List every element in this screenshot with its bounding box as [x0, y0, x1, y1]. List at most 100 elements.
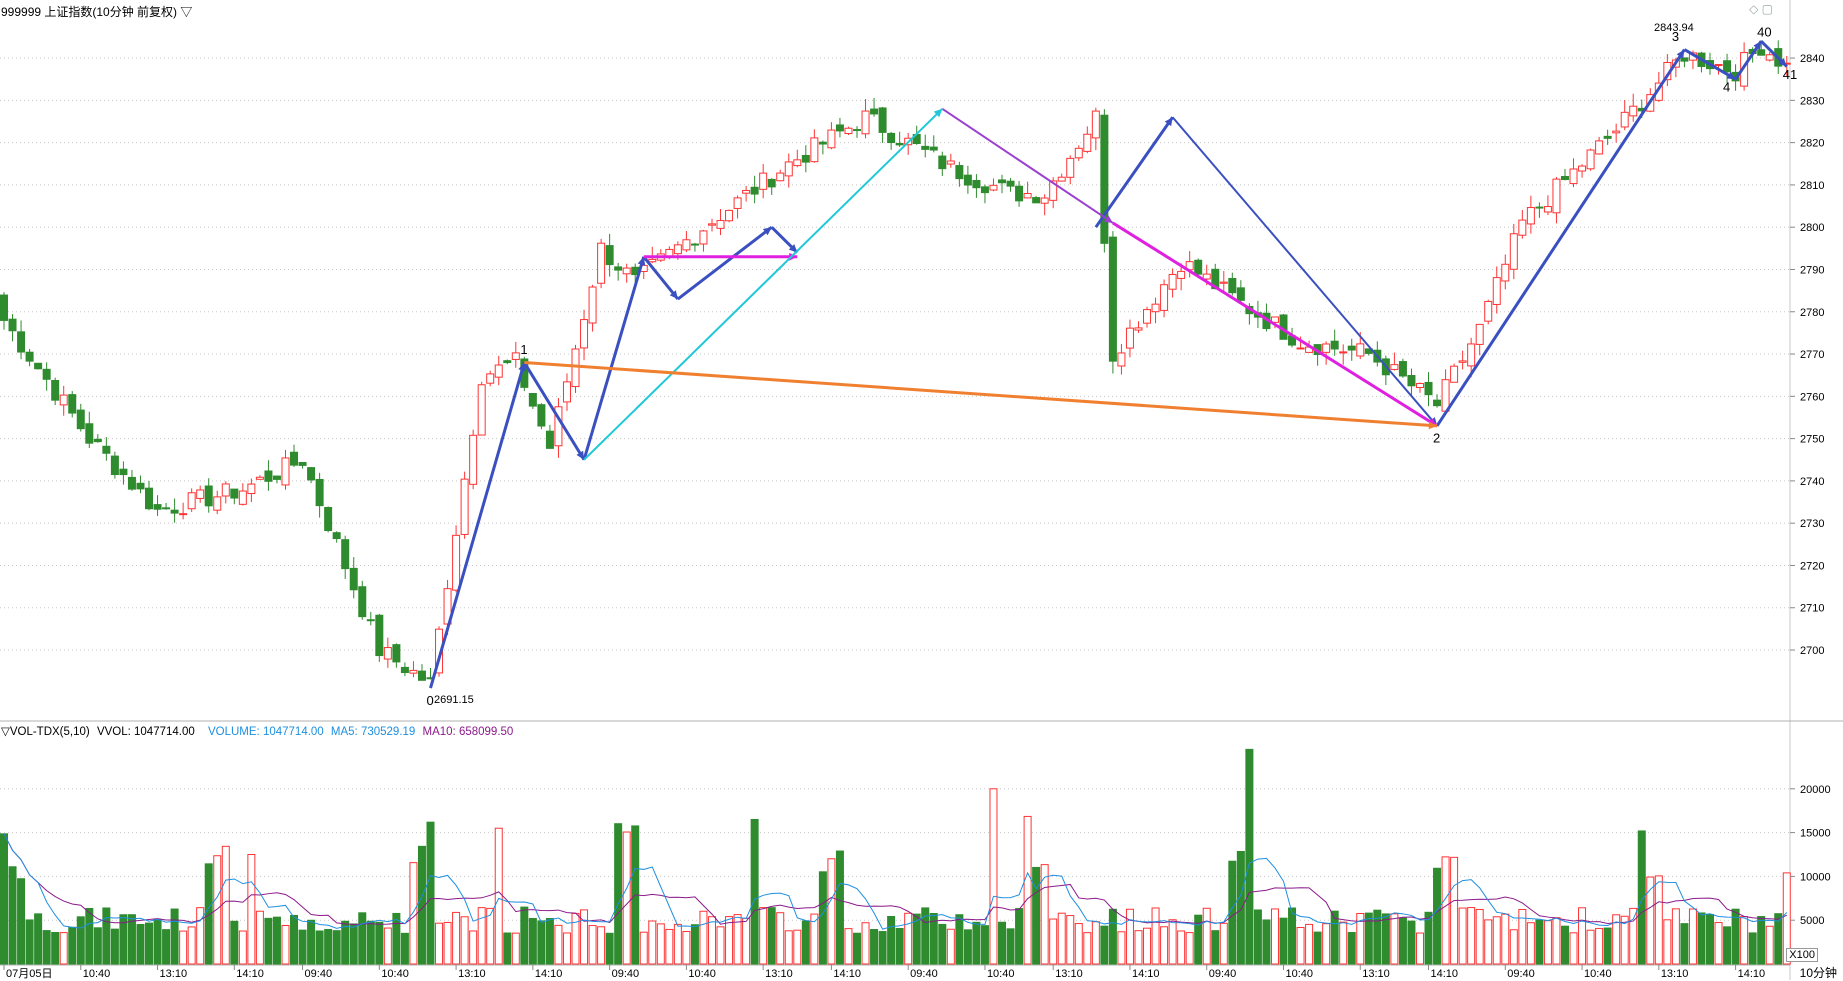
volume-bar: [1748, 932, 1757, 965]
ma5-line: [3, 833, 1788, 930]
volume-bar: [1100, 925, 1109, 965]
volume-bar: [76, 916, 85, 965]
volume-bar: [1475, 908, 1484, 965]
wave-arrowhead: [576, 450, 585, 460]
candle-body: [750, 186, 759, 195]
restore-icon[interactable]: ▢: [1761, 2, 1773, 16]
volume-bar: [545, 918, 554, 965]
chart-title[interactable]: 999999 上证指数(10分钟 前复权) ▽: [1, 3, 192, 20]
volume-bar: [383, 927, 392, 965]
candle-body: [196, 489, 205, 499]
candle-body: [998, 179, 1007, 184]
time-tick-label: 09:40: [305, 968, 333, 980]
volume-bar: [1373, 909, 1382, 965]
volume-bar: [980, 925, 989, 965]
wave-segment: [1112, 221, 1438, 428]
volume-bar: [477, 907, 486, 965]
volume-bar: [8, 866, 17, 965]
volume-bar: [955, 914, 964, 965]
candle-body: [110, 455, 119, 476]
volume-bar: [887, 915, 896, 965]
candle-body: [59, 394, 68, 406]
volume-bars: [0, 748, 1791, 965]
title-dropdown-icon[interactable]: ▽: [180, 5, 193, 19]
candle-body: [571, 348, 580, 388]
candle-body: [562, 381, 571, 403]
wave-segment: [429, 362, 526, 689]
candle-body: [955, 165, 964, 180]
volume-bar: [170, 908, 179, 965]
volume-bar: [1296, 927, 1305, 965]
candle-body: [1552, 178, 1561, 214]
volume-bar: [59, 932, 68, 965]
price-tick-label: 2820: [1800, 138, 1824, 150]
candle-body: [409, 669, 418, 674]
candle-body: [1407, 375, 1416, 387]
volume-bar: [230, 920, 239, 965]
period-label[interactable]: 10分钟: [1799, 966, 1837, 980]
candle-body: [145, 487, 154, 510]
volume-bar: [605, 932, 614, 965]
diamond-icon[interactable]: ◇: [1749, 2, 1759, 16]
wave-labels: 0 1 2 3 4 40 41: [427, 25, 1798, 708]
candle-body: [1202, 273, 1211, 280]
candle-body: [707, 223, 716, 226]
volume-bar: [725, 916, 734, 965]
candle-body: [1219, 281, 1228, 284]
volume-bar: [162, 929, 171, 965]
volume-bar: [716, 926, 725, 965]
price-axis-ticks: 2700 2710 2720 2730 2740 2750 2760 2770 2780 2790…: [1790, 53, 1824, 657]
volume-bar: [102, 907, 111, 965]
volume-bar: [537, 920, 546, 965]
candle-body: [827, 129, 836, 149]
volume-bar: [963, 929, 972, 965]
candle-body: [34, 362, 43, 370]
volume-bar: [673, 923, 682, 965]
price-tick-label: 2720: [1800, 560, 1824, 572]
candle-body: [1501, 263, 1510, 282]
candle-body: [1620, 111, 1629, 128]
volume-bar: [1381, 913, 1390, 965]
wave-arrowhead: [1778, 58, 1787, 67]
high-price-label: 2843.94: [1654, 22, 1694, 34]
candle-body: [221, 483, 230, 497]
volume-bar: [1765, 925, 1774, 965]
candle-body: [307, 467, 316, 481]
candle-body: [622, 267, 631, 275]
volume-tick-label: 10000: [1800, 871, 1831, 883]
price-tick-label: 2760: [1800, 391, 1824, 403]
time-tick-label: 09:40: [612, 968, 640, 980]
candle-body: [1629, 105, 1638, 117]
time-tick-label: 13:10: [1661, 968, 1689, 980]
volume-bar: [1270, 908, 1279, 965]
volume-bar: [1143, 927, 1152, 965]
indicator-name[interactable]: ▽VOL-TDX(5,10): [1, 726, 90, 738]
candle-body: [281, 457, 290, 486]
candle-body: [469, 434, 478, 485]
volume-bar: [946, 928, 955, 965]
candle-body: [673, 244, 682, 255]
wave-lines: [429, 40, 1788, 689]
volume-indicator-header[interactable]: ▽VOL-TDX(5,10) VVOL: 1047714.00 VOLUME: …: [1, 724, 513, 738]
volume-bar: [1782, 872, 1791, 965]
volume-bar: [1518, 908, 1527, 965]
candle-body: [1074, 147, 1083, 159]
volume-bar: [1032, 866, 1041, 965]
candle-body: [1032, 197, 1041, 204]
volume-bar: [1219, 922, 1228, 965]
wave-arrowhead: [669, 290, 678, 300]
volume-bar: [853, 932, 861, 965]
candle-body: [119, 468, 128, 476]
candle-body: [1450, 365, 1459, 383]
volume-bar: [392, 912, 401, 965]
wave-segment: [523, 361, 586, 461]
wave-arrowhead: [1103, 215, 1113, 223]
candle-body: [1049, 180, 1058, 201]
volume-bar: [1279, 917, 1288, 965]
volume-bar: [1049, 918, 1058, 965]
volume-bar: [1074, 923, 1083, 965]
candle-body: [1108, 236, 1117, 362]
candle-body: [1603, 135, 1612, 139]
volume-bar: [1066, 915, 1075, 965]
